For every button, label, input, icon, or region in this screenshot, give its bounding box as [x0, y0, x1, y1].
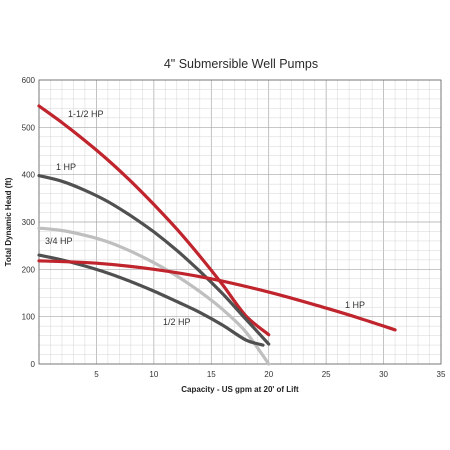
y-axis-ticks: 0 100 200 300 400 500 600 — [22, 76, 36, 369]
curve-label-1-1-2-hp: 1-1/2 HP — [68, 109, 104, 119]
plot-frame — [38, 79, 442, 365]
curve-labels: 1-1/2 HP 1 HP 3/4 HP 1/2 HP 1 HP — [45, 109, 365, 327]
curve-label-1-2-hp: 1/2 HP — [163, 317, 191, 327]
curve-label-1-hp-dark: 1 HP — [56, 162, 76, 172]
y-tick-label: 500 — [22, 123, 36, 132]
y-tick-label: 100 — [22, 313, 36, 322]
y-tick-label: 300 — [22, 218, 36, 227]
x-tick-label: 5 — [94, 370, 99, 379]
x-tick-label: 25 — [322, 370, 331, 379]
curves — [37, 104, 397, 366]
curve-label-3-4-hp: 3/4 HP — [45, 236, 73, 246]
grid — [38, 79, 442, 365]
y-tick-label: 400 — [22, 171, 36, 180]
x-axis-label: Capacity - US gpm at 20' of Lift — [181, 385, 299, 394]
y-tick-label: 0 — [31, 360, 36, 369]
x-tick-label: 20 — [264, 370, 273, 379]
x-tick-label: 30 — [379, 370, 388, 379]
x-tick-label: 10 — [149, 370, 158, 379]
curve-label-1-hp-red: 1 HP — [345, 300, 365, 310]
y-axis-label: Total Dynamic Head (ft) — [4, 177, 13, 266]
curve-1-hp-4 — [37, 259, 397, 332]
x-tick-label: 35 — [437, 370, 446, 379]
curve-1-2-hp-3 — [37, 253, 265, 347]
x-axis-ticks: 5 10 15 20 25 30 35 — [94, 370, 446, 379]
curve-1-1-2-hp-0 — [37, 104, 271, 337]
y-tick-label: 600 — [22, 76, 36, 85]
curve-1-hp-1 — [37, 174, 271, 346]
curve-3-4-hp-2 — [37, 226, 271, 366]
chart-title: 4" Submersible Well Pumps — [164, 57, 318, 71]
y-tick-label: 200 — [22, 265, 36, 274]
x-tick-label: 15 — [207, 370, 216, 379]
